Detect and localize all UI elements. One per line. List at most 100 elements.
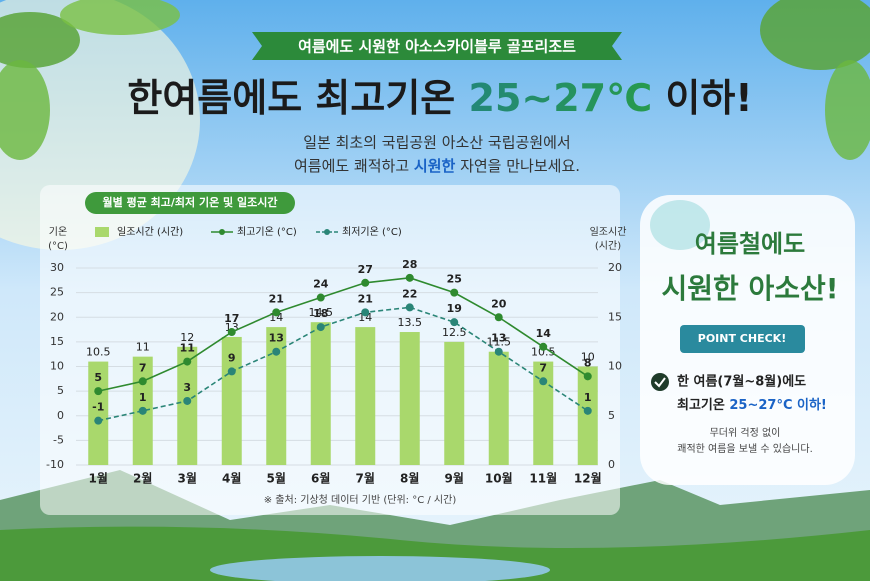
bar-label: 13.5 <box>398 316 423 329</box>
card-title: 시원한 아소산! <box>661 272 838 305</box>
source-note: ※ 출처: 기상청 데이터 기반 (단위: °C / 시간) <box>264 493 457 506</box>
y-tick-label: 25 <box>50 286 64 299</box>
point <box>539 342 548 351</box>
x-tick-label: 4월 <box>222 471 241 486</box>
line <box>98 277 589 392</box>
headline-text: 이하! <box>652 76 752 120</box>
y2-tick-label: 15 <box>608 310 622 323</box>
point-label: 1 <box>584 391 592 404</box>
x-tick-label: 1월 <box>89 471 108 486</box>
bar <box>399 332 420 465</box>
card-title: 여름철에도 <box>695 230 805 258</box>
point-label: 9 <box>228 351 236 364</box>
point <box>272 308 281 317</box>
point-label: 18 <box>313 307 328 320</box>
description: 일본 최초의 국립공원 아소산 국립공원에서 <box>303 134 570 152</box>
point <box>494 313 503 322</box>
bar <box>310 322 331 465</box>
y-tick-label: 10 <box>50 360 64 373</box>
x-tick-label: 11월 <box>529 471 557 486</box>
chart-title-pill <box>85 192 295 214</box>
headline-text: 한여름에도 최고기온 <box>127 76 468 120</box>
description: 여름에도 쾌적하고 시원한 자연을 만나보세요. <box>294 157 580 175</box>
bar <box>577 366 598 465</box>
check-mark <box>654 377 666 388</box>
bar <box>88 361 109 465</box>
leaves <box>0 0 870 160</box>
point-label: 3 <box>183 381 191 394</box>
point <box>583 406 592 415</box>
point <box>94 387 103 396</box>
bar-label: 12.5 <box>442 326 467 339</box>
point-label: 7 <box>139 361 147 374</box>
chart-title: 월별 평균 최고/최저 기온 및 일조시간 <box>103 195 278 209</box>
point-label: 25 <box>447 273 462 286</box>
bar <box>488 351 509 465</box>
x-tick-label: 12월 <box>574 471 602 486</box>
point <box>405 273 414 282</box>
description-text: 여름에도 쾌적하고 <box>294 157 414 175</box>
check-highlight: 25~27°C 이하! <box>729 397 827 413</box>
banner: 여름에도 시원한 아소스카이블루 골프리조트 <box>298 38 576 56</box>
y-tick-label: 0 <box>57 409 64 422</box>
point-label: 7 <box>539 361 547 374</box>
badge-bg <box>680 325 805 353</box>
description-text: 자연을 만나보세요. <box>455 157 580 175</box>
point-label: 27 <box>358 263 373 276</box>
point <box>94 416 103 425</box>
point-label: 22 <box>402 287 417 300</box>
point <box>405 303 414 312</box>
description-highlight: 시원한 <box>414 157 456 175</box>
bar <box>355 327 376 465</box>
y2-axis-label: 일조시간 <box>590 226 627 238</box>
point-label: 21 <box>269 292 284 305</box>
bar <box>444 341 465 465</box>
headline: 한여름에도 최고기온 25~27℃ 이하! <box>127 76 752 120</box>
bar <box>177 346 198 465</box>
bar-label: 10 <box>581 351 595 364</box>
x-tick-label: 5월 <box>267 471 286 486</box>
lake <box>210 556 550 581</box>
x-tick-label: 8월 <box>400 471 419 486</box>
headline-highlight: 25~27℃ <box>469 76 653 120</box>
check-text: 최고기온 25~27°C 이하! <box>677 397 827 413</box>
point <box>494 347 503 356</box>
point-label: 19 <box>447 302 462 315</box>
bar-label: 11.5 <box>487 336 512 349</box>
x-tick-label: 6월 <box>311 471 330 486</box>
card-note: 쾌적한 여름을 보낼 수 있습니다. <box>677 443 813 455</box>
point <box>450 318 459 327</box>
point <box>583 372 592 381</box>
legend-swatch <box>219 229 225 235</box>
legend-swatch <box>324 229 330 235</box>
point-label: 14 <box>536 327 552 340</box>
watercolor <box>650 200 710 250</box>
bar <box>533 361 554 465</box>
legend-label: 최고기온 (°C) <box>237 226 297 238</box>
x-tick-label: 7월 <box>356 471 375 486</box>
bar-label: 10.5 <box>86 346 111 359</box>
y-tick-label: 30 <box>50 261 64 274</box>
legend-label: 최저기온 (°C) <box>342 226 402 238</box>
point <box>361 278 370 287</box>
y-axis-label: 기온 <box>49 226 67 238</box>
line <box>98 306 589 422</box>
point <box>539 377 548 386</box>
check-text: 한 여름(7월~8월)에도 <box>677 374 806 390</box>
bar <box>221 336 242 465</box>
side-card: 여름철에도 시원한 아소산! POINT CHECK! 한 여름(7월~8월)에… <box>640 195 855 485</box>
card-note: 무더위 걱정 없이 <box>710 426 781 439</box>
point-label: 13 <box>269 332 284 345</box>
point <box>227 367 236 376</box>
banner-ribbon <box>252 32 622 60</box>
check-icon <box>651 373 669 391</box>
point-label: 13 <box>491 332 506 345</box>
y-tick-label: 15 <box>50 335 64 348</box>
x-tick-label: 3월 <box>178 471 197 486</box>
y2-tick-label: 0 <box>608 458 615 471</box>
badge: POINT CHECK! <box>698 332 786 345</box>
x-tick-label: 9월 <box>445 471 464 486</box>
point <box>450 288 459 297</box>
legend-label: 일조시간 (시간) <box>117 226 183 238</box>
